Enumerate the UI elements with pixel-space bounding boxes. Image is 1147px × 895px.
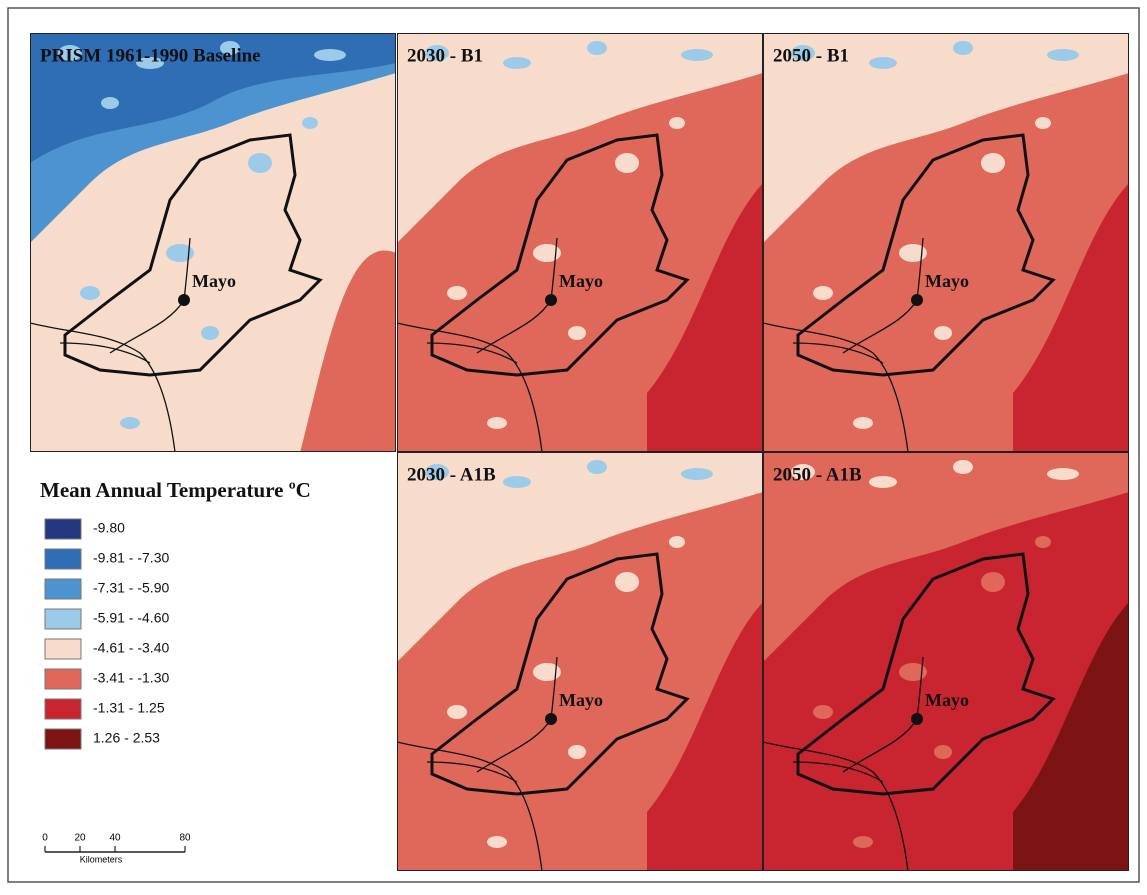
zone-spot: [834, 97, 852, 109]
legend-swatch: [45, 579, 81, 599]
zone-spot: [568, 326, 586, 340]
zone-spot: [487, 836, 507, 848]
legend-swatch: [45, 699, 81, 719]
figure: Mean Annual Temperature ºC Mayo PRISM 196…: [0, 0, 1147, 890]
zone-spot: [953, 460, 973, 474]
zone-spot: [314, 49, 346, 61]
zone-spot: [503, 476, 531, 488]
map-panel: Mayo PRISM 1961-1990 Baseline: [30, 33, 396, 453]
zone-spot: [201, 326, 219, 340]
panel-title: 2050 - B1: [773, 45, 849, 66]
legend-swatch: [45, 549, 81, 569]
zone-spot: [248, 153, 272, 173]
map-panel: Mayo 2050 - A1B: [763, 452, 1129, 871]
zone-spot: [981, 572, 1005, 592]
zone-spot: [813, 705, 833, 719]
legend-label: -1.31 - 1.25: [93, 700, 165, 716]
zone-spot: [568, 745, 586, 759]
zone-spot: [853, 836, 873, 848]
legend-swatch: [45, 729, 81, 749]
scale-unit: Kilometers: [80, 854, 123, 864]
town-marker: [178, 294, 190, 306]
zone-spot: [447, 705, 467, 719]
panel-title: PRISM 1961-1990 Baseline: [40, 45, 261, 66]
map-panel: Mayo 2030 - B1: [397, 33, 763, 452]
town-label: Mayo: [192, 271, 236, 291]
legend-label: -9.80: [93, 520, 125, 536]
town-label: Mayo: [559, 690, 603, 710]
zone-spot: [120, 417, 140, 429]
panel-title: 2050 - A1B: [773, 464, 862, 485]
scale-label: 0: [42, 833, 48, 844]
zone-spot: [669, 117, 685, 129]
zone-spot: [587, 41, 607, 55]
zone-spot: [615, 153, 639, 173]
zone-spot: [1047, 49, 1079, 61]
map-panel: Mayo 2030 - A1B: [397, 452, 763, 871]
town-marker: [911, 713, 923, 725]
legend-swatch: [45, 519, 81, 539]
zone-spot: [587, 460, 607, 474]
legend-label: -3.41 - -1.30: [93, 670, 169, 686]
town-label: Mayo: [925, 271, 969, 291]
map-panel: Mayo 2050 - B1: [763, 33, 1129, 452]
zone-spot: [302, 117, 318, 129]
zone-spot: [869, 476, 897, 488]
scale-label: 40: [109, 833, 121, 844]
scale-label: 20: [74, 833, 86, 844]
zone-spot: [468, 516, 486, 528]
zone-spot: [934, 745, 952, 759]
zone-spot: [487, 417, 507, 429]
zone-spot: [834, 516, 852, 528]
zone-spot: [1035, 117, 1051, 129]
zone-spot: [1047, 468, 1079, 480]
zone-spot: [1035, 536, 1051, 548]
legend-label: -7.31 - -5.90: [93, 580, 169, 596]
legend-title: Mean Annual Temperature ºC: [40, 478, 311, 502]
town-label: Mayo: [559, 271, 603, 291]
legend-label: 1.26 - 2.53: [93, 730, 160, 746]
town-label: Mayo: [925, 690, 969, 710]
town-marker: [911, 294, 923, 306]
zone-spot: [101, 97, 119, 109]
zone-spot: [681, 468, 713, 480]
zone-spot: [981, 153, 1005, 173]
town-marker: [545, 294, 557, 306]
legend-label: -4.61 - -3.40: [93, 640, 169, 656]
zone-spot: [468, 97, 486, 109]
town-marker: [545, 713, 557, 725]
zone-spot: [669, 536, 685, 548]
legend-swatch: [45, 669, 81, 689]
zone-spot: [447, 286, 467, 300]
zone-spot: [615, 572, 639, 592]
legend-label: -9.81 - -7.30: [93, 550, 169, 566]
panel-title: 2030 - A1B: [407, 464, 496, 485]
zone-spot: [869, 57, 897, 69]
zone-spot: [934, 326, 952, 340]
zone-spot: [813, 286, 833, 300]
zone-spot: [953, 41, 973, 55]
legend-label: -5.91 - -4.60: [93, 610, 169, 626]
zone-spot: [681, 49, 713, 61]
zone-spot: [503, 57, 531, 69]
panel-title: 2030 - B1: [407, 45, 483, 66]
zone-spot: [80, 286, 100, 300]
zone-spot: [853, 417, 873, 429]
legend-swatch: [45, 639, 81, 659]
scale-label: 80: [179, 833, 191, 844]
legend-swatch: [45, 609, 81, 629]
